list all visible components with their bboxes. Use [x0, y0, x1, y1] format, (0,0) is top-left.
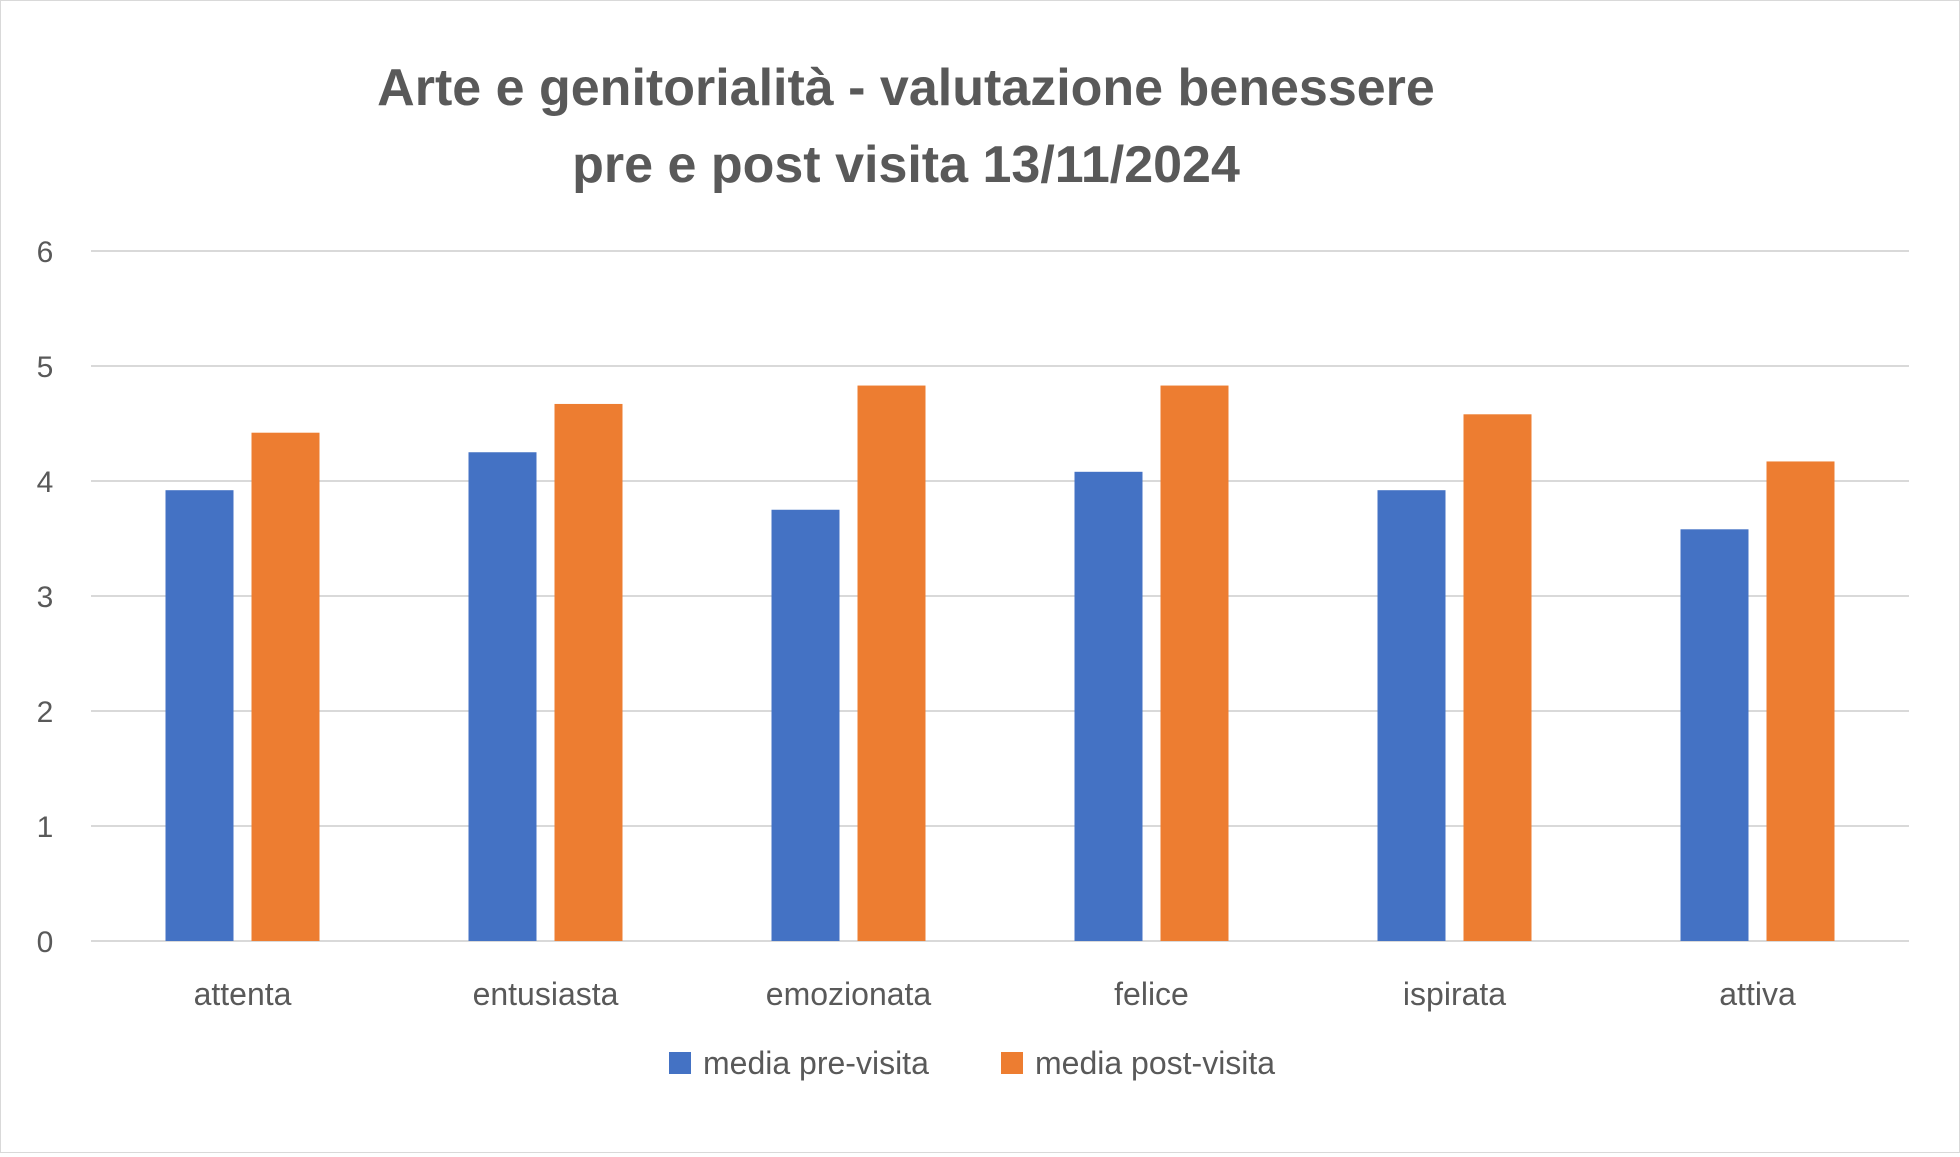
chart-title-line-2: pre e post visita 13/11/2024 [572, 136, 1240, 194]
y-tick-label: 4 [37, 466, 54, 499]
bar-attiva-post [1766, 461, 1835, 941]
y-tick-label: 2 [37, 696, 54, 729]
bar-attenta-pre [165, 490, 234, 941]
x-tick-label: attiva [1719, 976, 1796, 1012]
legend-label: media pre-visita [703, 1045, 929, 1081]
bar-emozionata-post [857, 385, 926, 941]
bar-attiva-pre [1680, 529, 1749, 941]
bar-felice-pre [1074, 471, 1143, 941]
bar-attenta-post [251, 432, 320, 941]
legend-swatch [1001, 1052, 1023, 1074]
x-tick-label: attenta [194, 976, 292, 1012]
legend-label: media post-visita [1035, 1045, 1275, 1081]
x-tick-label: entusiasta [473, 976, 619, 1012]
bar-emozionata-pre [771, 509, 840, 941]
bar-ispirata-post [1463, 414, 1532, 941]
bar-felice-post [1160, 385, 1229, 941]
x-tick-label: ispirata [1403, 976, 1506, 1012]
y-tick-label: 5 [37, 351, 54, 384]
bar-entusiasta-post [554, 403, 623, 941]
y-tick-label: 3 [37, 581, 54, 614]
y-tick-label: 0 [37, 926, 54, 959]
x-tick-label: emozionata [766, 976, 932, 1012]
legend-swatch [669, 1052, 691, 1074]
bar-ispirata-pre [1377, 490, 1446, 941]
chart-title-line-1: Arte e genitorialità - valutazione benes… [377, 59, 1435, 117]
bar-entusiasta-pre [468, 452, 537, 941]
y-tick-label: 1 [37, 811, 54, 844]
y-tick-label: 6 [37, 236, 54, 269]
x-tick-label: felice [1114, 976, 1189, 1012]
